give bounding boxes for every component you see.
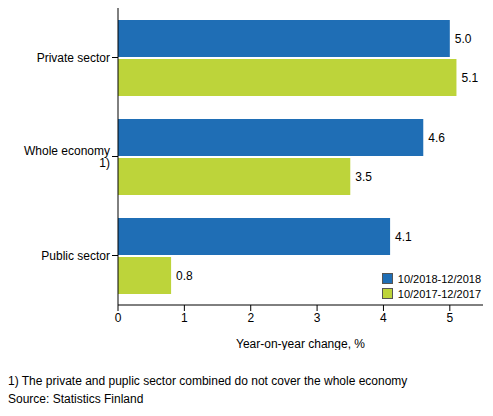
html-text:10/2017-12/2017: 10/2017-12/2017 bbox=[397, 287, 481, 300]
svg-text:5: 5 bbox=[446, 311, 453, 325]
svg-text:Private sector: Private sector bbox=[37, 51, 110, 65]
svg-text:3: 3 bbox=[314, 311, 321, 325]
svg-text:3.5: 3.5 bbox=[355, 170, 372, 184]
html-text:10/2018-12/2018: 10/2018-12/2018 bbox=[397, 272, 481, 285]
html-text:Source: Statistics Finland: Source: Statistics Finland bbox=[8, 392, 144, 406]
svg-text:Public sector: Public sector bbox=[41, 249, 110, 263]
svg-text:4: 4 bbox=[380, 311, 387, 325]
svg-text:5.0: 5.0 bbox=[455, 32, 472, 46]
svg-text:0.8: 0.8 bbox=[176, 269, 193, 283]
svg-text:Year-on-year change, %: Year-on-year change, % bbox=[236, 337, 365, 350]
svg-text:Whole economy1): Whole economy1) bbox=[24, 144, 110, 170]
svg-text:4.6: 4.6 bbox=[428, 131, 445, 145]
svg-text:2: 2 bbox=[247, 311, 254, 325]
svg-text:5.1: 5.1 bbox=[461, 71, 478, 85]
svg-text:0: 0 bbox=[115, 311, 122, 325]
svg-text:1: 1 bbox=[181, 311, 188, 325]
html-text:1) The private and puplic sect: 1) The private and puplic sector combine… bbox=[8, 374, 408, 388]
svg-text:4.1: 4.1 bbox=[395, 230, 412, 244]
